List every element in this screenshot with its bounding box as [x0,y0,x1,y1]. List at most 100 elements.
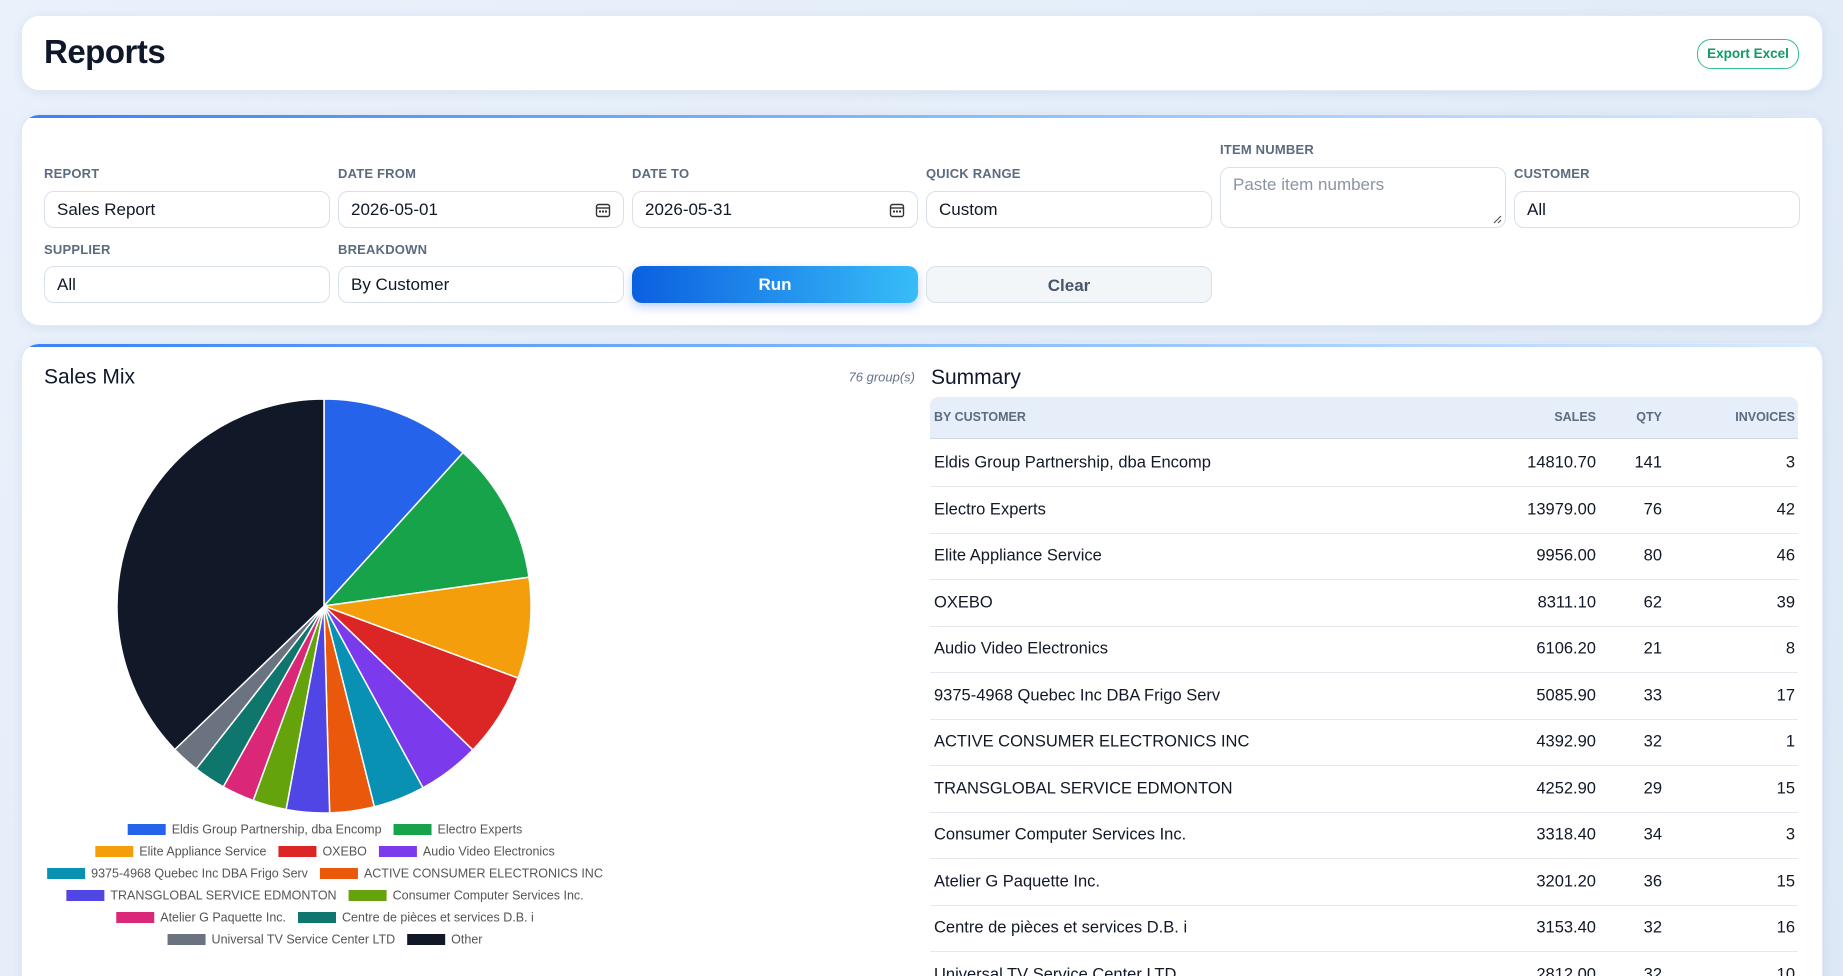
table-cell: 13979.00 [1527,500,1596,518]
legend-item: 9375-4968 Quebec Inc DBA Frigo Serv [47,866,309,880]
legend-swatch [348,890,387,901]
legend-swatch [47,868,86,879]
table-cell: 6106.20 [1536,639,1596,658]
calendar-icon[interactable] [595,202,611,218]
table-cell: Universal TV Service Center LTD [934,965,1177,976]
legend-label: Consumer Computer Services Inc. [393,888,584,902]
column-header: QTY [1636,410,1662,424]
clear-button[interactable]: Clear [926,266,1212,303]
table-cell: 33 [1643,686,1662,704]
pie-slice [323,576,532,680]
legend-swatch [319,868,358,879]
field-label: QUICK RANGE [926,166,1021,181]
table-cell: 42 [1776,500,1795,518]
table-cell: 3 [1785,453,1795,472]
table-cell: 3201.20 [1536,872,1596,890]
card-accent [22,344,1822,347]
calendar-icon[interactable] [889,202,905,218]
table-cell: 4392.90 [1536,732,1596,751]
column-header: INVOICES [1735,410,1795,424]
legend-label: OXEBO [322,844,367,858]
legend-item: Elite Appliance Service [95,844,266,858]
header-card: Reports Export Excel [21,15,1823,91]
legend-label: Universal TV Service Center LTD [212,932,396,946]
quick-range-select[interactable]: Custom [926,191,1212,228]
table-cell: 5085.90 [1536,686,1596,704]
placeholder: Paste item numbers [1233,175,1385,194]
legend-swatch [95,846,134,857]
table-cell: 36 [1643,872,1662,890]
table-cell: 15 [1776,779,1795,797]
legend-swatch [116,912,155,923]
row-divider [930,765,1798,766]
page-title: Reports [44,33,166,70]
field-label: BREAKDOWN [338,242,428,257]
filters-card: REPORT Sales Report DATE FROM 2026-05-01… [21,114,1823,326]
legend-label: ACTIVE CONSUMER ELECTRONICS INC [364,866,603,880]
row-divider [930,672,1798,673]
breakdown-select[interactable]: By Customer [338,266,624,303]
legend-label: Centre de pièces et services D.B. i [342,910,534,924]
table-cell: 76 [1643,500,1662,518]
pie-slice [322,451,530,608]
legend-label: Audio Video Electronics [423,844,555,858]
date-value: 2026-05-01 [351,200,438,219]
table-cell: 3318.40 [1536,825,1596,844]
table-cell: ACTIVE CONSUMER ELECTRONICS INC [934,732,1250,751]
legend-item: Electro Experts [393,822,523,836]
table-cell: Atelier G Paquette Inc. [934,872,1101,890]
legend-item: Other [407,932,482,946]
table-cell: 3 [1785,825,1795,844]
item-number-textarea[interactable]: Paste item numbers [1220,167,1506,228]
table-header [930,397,1798,439]
table-cell: 2812.00 [1536,965,1596,976]
pie-slice [116,398,325,751]
group-count: 76 group(s) [849,369,915,384]
table-cell: 8311.10 [1537,593,1596,611]
table-cell: 32 [1643,918,1662,937]
table-cell: Electro Experts [934,500,1046,518]
table-cell: 29 [1643,779,1662,797]
table-cell: 46 [1776,546,1795,565]
legend-item: Audio Video Electronics [378,844,555,858]
table-cell: 9375-4968 Quebec Inc DBA Frigo Serv [934,686,1221,704]
supplier-select[interactable]: All [44,266,330,303]
table-cell: TRANSGLOBAL SERVICE EDMONTON [934,779,1233,797]
row-divider [930,951,1798,952]
date-to-input[interactable]: 2026-05-31 [632,191,918,228]
legend-item: ACTIVE CONSUMER ELECTRONICS INC [319,866,603,880]
legend-item: Eldis Group Partnership, dba Encomp [127,822,382,836]
table-cell: 32 [1643,965,1662,976]
table-cell: 32 [1643,732,1662,751]
row-divider [930,904,1798,906]
field-label: DATE TO [632,166,690,181]
legend-swatch [278,846,317,857]
report-select[interactable]: Sales Report [44,191,330,228]
customer-select[interactable]: All [1514,191,1800,228]
legend-label: Eldis Group Partnership, dba Encomp [172,822,382,836]
legend-item: Atelier G Paquette Inc. [116,910,286,924]
row-divider [930,486,1798,487]
table-cell: 3153.40 [1536,918,1596,937]
run-button[interactable]: Run [632,266,918,303]
table-cell: 4252.90 [1536,779,1596,797]
legend-swatch [298,912,337,923]
legend-label: Electro Experts [438,822,523,836]
legend-item: Centre de pièces et services D.B. i [298,910,534,924]
table-cell: OXEBO [934,593,993,611]
table-cell: 39 [1776,593,1795,611]
legend-swatch [378,846,417,857]
row-divider [930,625,1798,627]
legend-swatch [393,824,432,835]
row-divider [930,532,1798,534]
date-from-input[interactable]: 2026-05-01 [338,191,624,228]
field-label: REPORT [44,166,100,181]
column-header: SALES [1554,410,1596,424]
chart-title: Sales Mix [44,366,136,389]
date-value: 2026-05-31 [645,200,732,219]
export-button[interactable]: Export Excel [1697,39,1799,69]
table-cell: 16 [1776,918,1795,937]
table-cell: 9956.00 [1536,546,1596,565]
table-cell: 21 [1643,639,1662,658]
row-divider [930,811,1798,813]
